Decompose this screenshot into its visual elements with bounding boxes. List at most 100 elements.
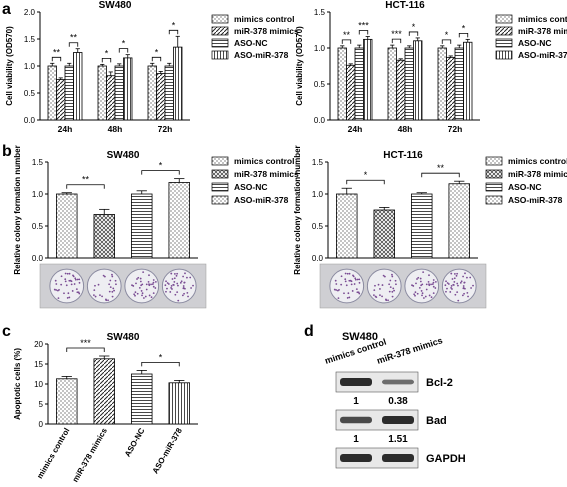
significance-bracket: [391, 38, 402, 44]
colony-dot: [181, 294, 184, 297]
colony-dot: [385, 299, 388, 302]
colony-dot: [420, 290, 423, 292]
colony-dot: [60, 275, 63, 278]
colony-dot: [72, 274, 74, 277]
colony-dot: [374, 284, 376, 287]
chart-title: SW480: [99, 0, 132, 11]
colony-dot: [111, 273, 113, 276]
colony-dot: [101, 295, 103, 298]
colony-dot: [418, 286, 421, 289]
colony-dot: [76, 278, 79, 281]
colony-dot: [391, 273, 393, 276]
colony-dot: [454, 293, 457, 296]
y-tick-label: 1.0: [32, 190, 44, 199]
significance-label: *: [462, 23, 466, 33]
y-tick-label: 1.5: [32, 158, 44, 167]
colony-dot: [394, 279, 397, 282]
protein-band: [382, 454, 414, 462]
y-tick-label: 0.5: [314, 80, 326, 89]
colony-dot: [381, 295, 383, 298]
protein-band: [382, 379, 414, 385]
colony-plate: [441, 268, 477, 304]
colony-dot: [148, 284, 151, 287]
colony-dot: [415, 282, 417, 285]
colony-dot: [460, 280, 463, 283]
colony-dot: [135, 282, 137, 285]
colony-dot: [180, 280, 183, 283]
colony-dot: [432, 281, 435, 284]
colony-dot: [99, 294, 101, 296]
legend-label: ASO-NC: [508, 182, 542, 192]
legend-swatch: [211, 26, 229, 36]
colony-dot: [382, 274, 385, 277]
legend-label: ASO-miR-378: [518, 50, 567, 60]
colony-dot: [373, 289, 376, 292]
colony-dot: [455, 274, 458, 277]
colony-dot: [57, 297, 60, 300]
colony-dot: [67, 292, 70, 295]
colony-dot: [345, 284, 348, 287]
y-tick-label: 0.0: [314, 116, 326, 125]
colony-dot: [179, 281, 182, 284]
colony-dot: [165, 290, 167, 293]
colony-dot: [142, 271, 145, 274]
colony-dot: [414, 294, 416, 297]
bar: [411, 193, 433, 259]
colony-dot: [456, 291, 459, 294]
legend-swatch: [495, 14, 513, 24]
colony-dot: [173, 277, 176, 280]
protein-label: Bad: [426, 415, 447, 427]
colony-dot: [466, 291, 469, 294]
colony-dot: [373, 294, 375, 297]
colony-dot: [141, 283, 144, 286]
colony-dot: [449, 291, 452, 293]
colony-dot: [421, 294, 423, 297]
colony-dot: [461, 294, 464, 297]
bar: [56, 79, 66, 121]
colony-dot: [462, 287, 465, 289]
panel-letter-b: b: [2, 143, 12, 160]
significance-bracket: [68, 42, 79, 47]
y-tick-label: 0.5: [24, 89, 36, 98]
significance-bracket: [408, 31, 419, 36]
colony-dot: [66, 297, 69, 299]
colony-dot: [381, 284, 384, 286]
colony-dot: [113, 289, 115, 292]
bar: [173, 46, 183, 121]
chart-title: SW480: [107, 150, 140, 161]
colony-dot: [137, 276, 140, 279]
y-tick-label: 1.5: [24, 35, 36, 44]
blot-membrane: [335, 371, 419, 393]
y-axis-title: Cell viability (OD570): [295, 26, 304, 106]
x-tick-label: miR-378 mimics: [71, 426, 110, 484]
y-tick-label: 0.0: [32, 254, 44, 263]
colony-dot: [169, 291, 172, 293]
colony-dot: [389, 286, 392, 289]
colony-dot: [430, 283, 432, 286]
chart-title: HCT-116: [385, 0, 425, 11]
legend-label: ASO-NC: [234, 38, 268, 48]
colony-dot: [393, 289, 395, 292]
colony-dot: [64, 280, 67, 283]
bar: [47, 65, 57, 121]
colony-dot: [136, 292, 139, 295]
colony-dot: [182, 285, 185, 287]
colony-dot: [70, 283, 73, 286]
colony-dot: [445, 280, 447, 283]
colony-dot: [391, 290, 394, 293]
colony-dot: [387, 299, 389, 302]
colony-dot: [392, 287, 395, 290]
densitometry-value: 0.38: [388, 396, 408, 407]
blot-membrane: [335, 447, 419, 469]
colony-dot: [71, 290, 74, 292]
colony-dot: [414, 291, 417, 294]
colony-dot: [63, 292, 65, 295]
legend-swatch: [485, 169, 503, 179]
colony-dot: [170, 286, 172, 289]
bar: [93, 358, 115, 425]
colony-dot: [78, 292, 81, 295]
colony-dot: [114, 279, 117, 282]
colony-dot: [346, 272, 349, 275]
colony-dot: [445, 290, 447, 293]
